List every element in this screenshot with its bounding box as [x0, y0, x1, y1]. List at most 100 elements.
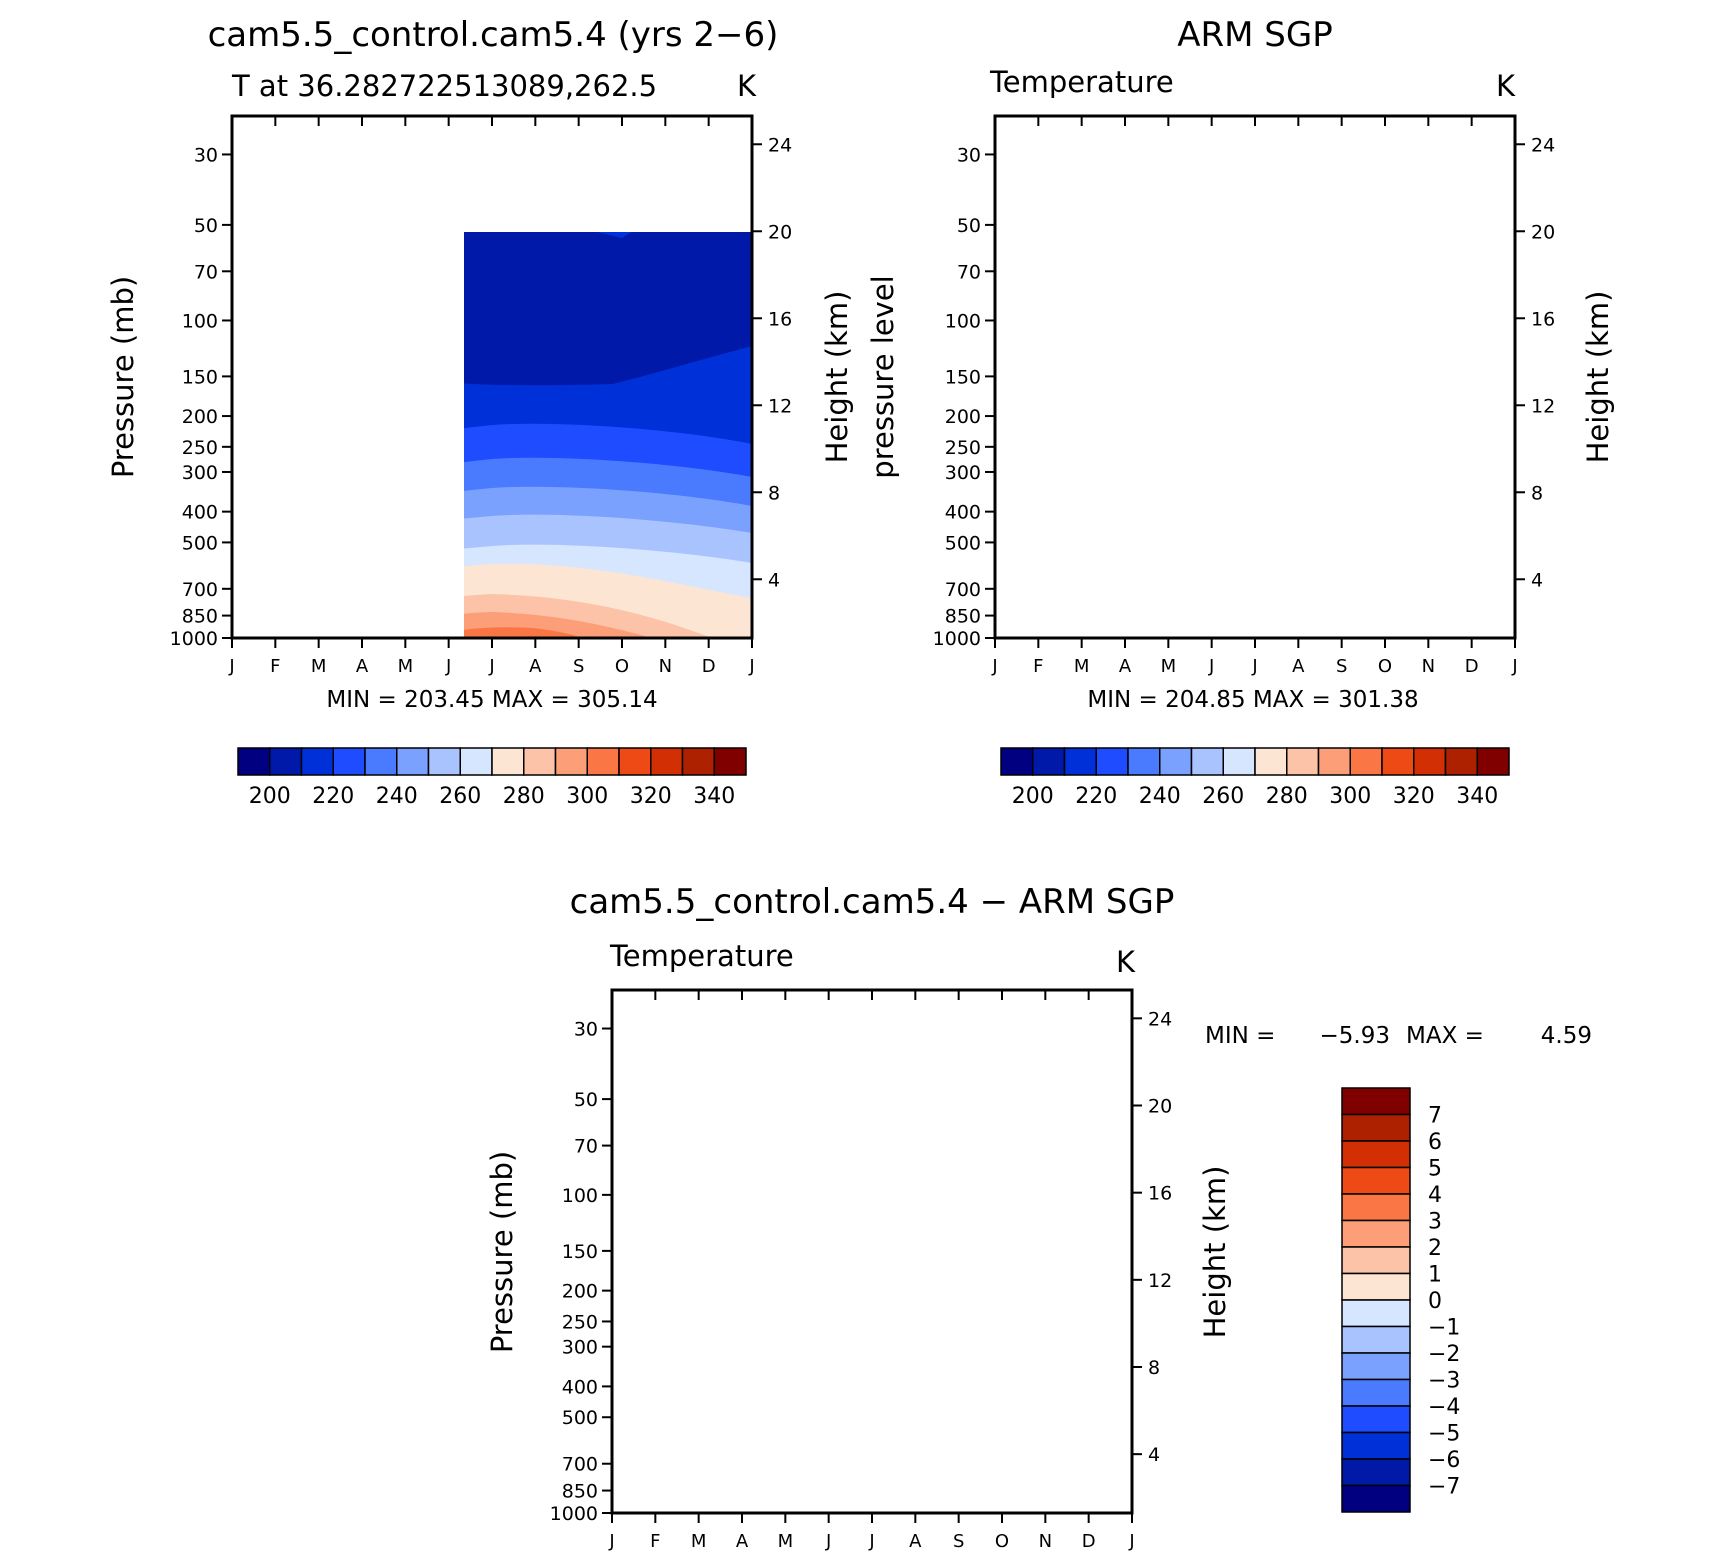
- colorbar-label: −6: [1428, 1448, 1460, 1473]
- pressure-tick-label: 150: [945, 366, 981, 388]
- contour-band: [1032, 1020, 1132, 1090]
- panel-diff-ylabel: Pressure (mb): [485, 1151, 519, 1353]
- colorbar-swatch: [1341, 1431, 1411, 1460]
- contour-band: [1040, 591, 1445, 638]
- pressure-tick-label: 850: [182, 606, 218, 628]
- month-tick-label: D: [1465, 656, 1479, 677]
- colorbar-label: 200: [249, 784, 291, 809]
- contour-band: [941, 990, 1132, 1470]
- month-tick-label: S: [573, 656, 584, 677]
- colorbar-label: 260: [1202, 784, 1244, 809]
- colorbar-swatch: [1341, 1272, 1411, 1301]
- colorbar-swatch: [1341, 1246, 1411, 1275]
- contour-band: [612, 990, 989, 1480]
- height-tick-label: 24: [768, 134, 792, 156]
- colorbar-label: 7: [1428, 1104, 1442, 1129]
- colorbar-label: 5: [1428, 1157, 1442, 1182]
- month-tick-label: M: [311, 656, 327, 677]
- colorbar-swatch: [1341, 1166, 1411, 1195]
- panel-obs-height-label: Height (km): [1581, 291, 1615, 464]
- contour-band: [777, 1233, 785, 1248]
- contour-band: [612, 1301, 1132, 1513]
- colorbar-label: 1: [1428, 1263, 1442, 1288]
- pressure-tick-label: 70: [194, 261, 218, 283]
- colorbar-swatch: [1341, 1219, 1411, 1248]
- contour-band: [995, 116, 1515, 638]
- colorbar-label: 220: [1075, 784, 1117, 809]
- colorbar-swatch: [1341, 1325, 1411, 1354]
- colorbar-swatch: [1341, 1193, 1411, 1222]
- contour-band: [684, 1312, 707, 1337]
- pressure-tick-label: 300: [182, 462, 218, 484]
- contour-band: [667, 1461, 947, 1513]
- colorbar-swatch: [1341, 1484, 1411, 1513]
- colorbar-swatch: [618, 747, 652, 776]
- contour-band: [991, 1160, 1017, 1215]
- colorbar-label: 340: [693, 784, 735, 809]
- colorbar-label: 220: [312, 784, 354, 809]
- colorbar-swatch: [1341, 1087, 1411, 1116]
- colorbar-swatch: [1190, 747, 1224, 776]
- pressure-tick-label: 200: [945, 406, 981, 428]
- contour-band: [995, 455, 1515, 638]
- colorbar-swatch: [1476, 747, 1510, 776]
- colorbar-swatch: [364, 747, 398, 776]
- panel-diff-title: cam5.5_control.cam5.4 − ARM SGP: [570, 882, 1175, 922]
- panel-model-plot: [464, 232, 752, 638]
- pressure-tick-label: 300: [562, 1337, 598, 1359]
- panel-obs: ARM SGP Temperature K 30 50 70 100 150 200 250…: [866, 15, 1615, 809]
- colorbar-label: 300: [566, 784, 608, 809]
- panel-diff-max-label: MAX =: [1406, 1023, 1484, 1049]
- pressure-tick-label: 50: [194, 215, 218, 237]
- colorbar-swatch: [713, 747, 747, 776]
- colorbar-swatch: [396, 747, 430, 776]
- colorbar-swatch: [1032, 747, 1066, 776]
- pressure-tick-label: 30: [194, 144, 218, 166]
- month-tick-label: O: [1378, 656, 1392, 677]
- month-tick-label: J: [1128, 1531, 1134, 1551]
- colorbar-swatch: [269, 747, 303, 776]
- colorbar-label: 280: [1266, 784, 1308, 809]
- colorbar-swatch: [1341, 1113, 1411, 1142]
- panel-diff-max-value: 4.59: [1541, 1023, 1592, 1049]
- colorbar-swatch: [1159, 747, 1193, 776]
- month-tick-label: M: [1074, 656, 1090, 677]
- height-tick-label: 16: [768, 308, 792, 330]
- colorbar-swatch: [1341, 1405, 1411, 1434]
- contour-band: [792, 1495, 897, 1513]
- height-tick-label: 24: [1531, 134, 1555, 156]
- month-tick-label: A: [356, 656, 369, 677]
- colorbar-label: −5: [1428, 1422, 1460, 1447]
- panel-model-height-label: Height (km): [820, 291, 854, 464]
- panel-model: cam5.5_control.cam5.4 (yrs 2−6) T at 36.…: [106, 15, 854, 809]
- colorbar-swatch: [1341, 1378, 1411, 1407]
- panel-obs-ylabel: pressure level: [866, 275, 900, 478]
- colorbar-swatch: [554, 747, 588, 776]
- height-tick-label: 8: [768, 482, 780, 504]
- panel-model-right-ticks: 24 20 16 12 8 4: [752, 134, 792, 591]
- colorbar-label: 200: [1012, 784, 1054, 809]
- colorbar-swatch: [332, 747, 366, 776]
- colorbar-swatch: [586, 747, 620, 776]
- pressure-tick-label: 300: [945, 462, 981, 484]
- colorbar-swatch: [300, 747, 334, 776]
- contour-band: [612, 990, 1132, 1445]
- contour-band: [612, 1206, 672, 1285]
- contour-band: [780, 1061, 876, 1130]
- pressure-tick-label: 850: [945, 606, 981, 628]
- month-tick-label: M: [398, 656, 414, 677]
- pressure-tick-label: 50: [957, 215, 981, 237]
- month-tick-label: D: [702, 656, 716, 677]
- height-tick-label: 4: [1531, 569, 1543, 591]
- colorbar-swatch: [1000, 747, 1034, 776]
- pressure-tick-label: 250: [945, 437, 981, 459]
- month-tick-label: J: [228, 656, 234, 677]
- contour-band: [1092, 1214, 1132, 1270]
- height-tick-label: 20: [1148, 1095, 1172, 1117]
- month-tick-label: J: [1251, 656, 1257, 677]
- contour-band: [1135, 613, 1385, 638]
- contour-band: [932, 990, 1002, 1035]
- contour-band: [995, 513, 1515, 638]
